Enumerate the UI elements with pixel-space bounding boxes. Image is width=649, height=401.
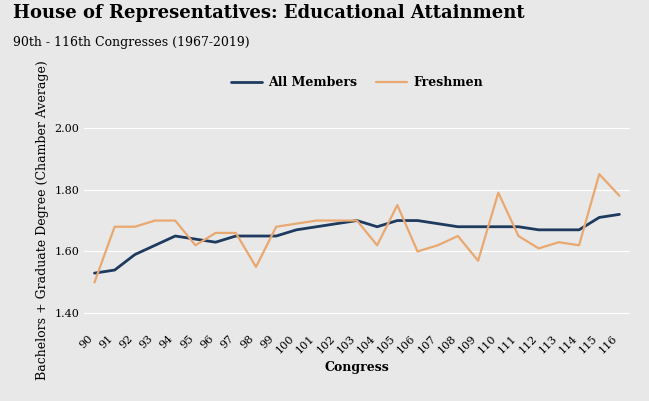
Freshmen	[373, 243, 381, 248]
All Members	[454, 224, 462, 229]
Freshmen	[273, 224, 280, 229]
Freshmen	[313, 218, 321, 223]
All Members	[495, 224, 502, 229]
Freshmen	[575, 243, 583, 248]
Freshmen	[434, 243, 441, 248]
All Members	[232, 234, 239, 239]
All Members	[171, 234, 179, 239]
All Members	[575, 227, 583, 232]
Freshmen	[393, 203, 401, 207]
All Members	[353, 218, 361, 223]
All Members	[252, 234, 260, 239]
Freshmen	[474, 258, 482, 263]
Y-axis label: Bachelors + Graduate Degree (Chamber Average): Bachelors + Graduate Degree (Chamber Ave…	[36, 61, 49, 381]
Freshmen	[555, 240, 563, 245]
Freshmen	[293, 221, 300, 226]
Freshmen	[595, 172, 603, 176]
Freshmen	[232, 231, 239, 235]
All Members	[91, 271, 99, 275]
Freshmen	[91, 280, 99, 285]
Freshmen	[333, 218, 341, 223]
All Members	[535, 227, 543, 232]
All Members	[212, 240, 219, 245]
Legend: All Members, Freshmen: All Members, Freshmen	[226, 71, 488, 94]
Freshmen	[413, 249, 421, 254]
All Members	[131, 252, 139, 257]
All Members	[111, 267, 119, 272]
All Members	[191, 237, 199, 241]
Line: All Members: All Members	[95, 215, 619, 273]
All Members	[595, 215, 603, 220]
Freshmen	[212, 231, 219, 235]
All Members	[333, 221, 341, 226]
Freshmen	[495, 190, 502, 195]
Freshmen	[111, 224, 119, 229]
All Members	[393, 218, 401, 223]
Freshmen	[191, 243, 199, 248]
All Members	[151, 243, 159, 248]
All Members	[413, 218, 421, 223]
All Members	[555, 227, 563, 232]
Freshmen	[515, 234, 522, 239]
All Members	[293, 227, 300, 232]
Text: House of Representatives: Educational Attainment: House of Representatives: Educational At…	[13, 4, 524, 22]
Freshmen	[454, 234, 462, 239]
X-axis label: Congress: Congress	[324, 361, 389, 375]
All Members	[434, 221, 441, 226]
Freshmen	[353, 218, 361, 223]
Freshmen	[252, 265, 260, 269]
All Members	[515, 224, 522, 229]
All Members	[373, 224, 381, 229]
All Members	[615, 212, 623, 217]
All Members	[474, 224, 482, 229]
Text: 90th - 116th Congresses (1967-2019): 90th - 116th Congresses (1967-2019)	[13, 36, 250, 49]
Freshmen	[131, 224, 139, 229]
All Members	[313, 224, 321, 229]
Freshmen	[615, 193, 623, 198]
Line: Freshmen: Freshmen	[95, 174, 619, 282]
Freshmen	[535, 246, 543, 251]
All Members	[273, 234, 280, 239]
Freshmen	[171, 218, 179, 223]
Freshmen	[151, 218, 159, 223]
